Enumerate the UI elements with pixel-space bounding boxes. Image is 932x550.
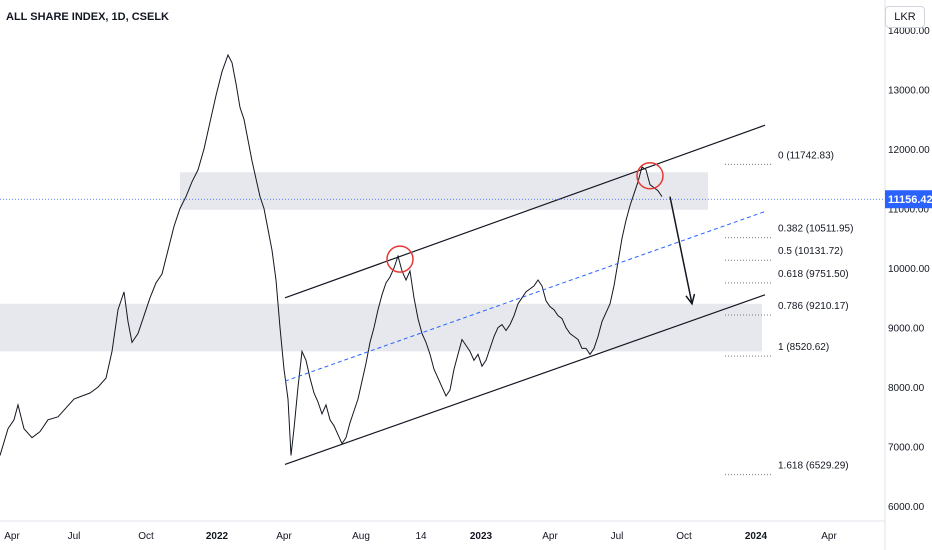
x-tick-label-3: 2022	[206, 531, 229, 542]
x-tick-label-9: Jul	[611, 531, 624, 542]
x-tick-label-2: Oct	[138, 531, 154, 542]
channel-mid-dashed-line	[284, 211, 766, 382]
fib-label-3: 0.618 (9751.50)	[778, 269, 849, 280]
x-tick-label-4: Apr	[276, 531, 292, 542]
x-tick-label-12: Apr	[821, 531, 837, 542]
y-tick-label-8: 6000.00	[888, 502, 925, 513]
y-tick-label-7: 7000.00	[888, 443, 925, 454]
fib-label-1: 0.382 (10511.95)	[778, 224, 853, 235]
price-badge	[885, 190, 932, 209]
price-series-0	[0, 53, 663, 456]
x-tick-label-0: Apr	[4, 531, 20, 542]
x-tick-label-1: Jul	[68, 531, 81, 542]
fib-label-5: 1 (8520.62)	[778, 342, 829, 353]
y-tick-label-1: 13000.00	[888, 86, 930, 97]
x-tick-label-7: 2023	[470, 531, 493, 542]
x-tick-label-10: Oct	[676, 531, 692, 542]
fib-label-2: 0.5 (10131.72)	[778, 246, 843, 257]
y-tick-label-2: 12000.00	[888, 145, 930, 156]
y-tick-label-3: 11000.00	[888, 205, 929, 216]
highlight-circle-1	[636, 162, 664, 190]
price-badge-label: 11156.42	[888, 194, 932, 206]
y-tick-label-6: 8000.00	[888, 383, 925, 394]
currency-button[interactable]: LKR	[885, 6, 925, 28]
x-tick-label-11: 2024	[745, 531, 768, 542]
channel-upper-line	[284, 124, 766, 299]
y-tick-label-5: 9000.00	[888, 324, 925, 335]
fib-label-4: 0.786 (9210.17)	[778, 301, 849, 312]
highlight-circle-0	[386, 245, 414, 273]
y-tick-label-4: 10000.00	[888, 264, 930, 275]
fib-label-0: 0 (11742.83)	[778, 150, 834, 161]
zone-1	[0, 303, 762, 352]
x-tick-label-6: 14	[415, 531, 427, 542]
arrow-line	[669, 196, 693, 304]
arrow-head	[685, 293, 696, 306]
x-tick-label-8: Apr	[542, 531, 558, 542]
fib-label-6: 1.618 (6529.29)	[778, 461, 849, 472]
y-tick-label-0: 14000.00	[888, 26, 930, 37]
zone-0	[180, 172, 708, 210]
x-tick-label-5: Aug	[352, 531, 370, 542]
channel-lower-line	[284, 294, 766, 466]
chart-title: ALL SHARE INDEX, 1D, CSELK	[6, 11, 169, 23]
